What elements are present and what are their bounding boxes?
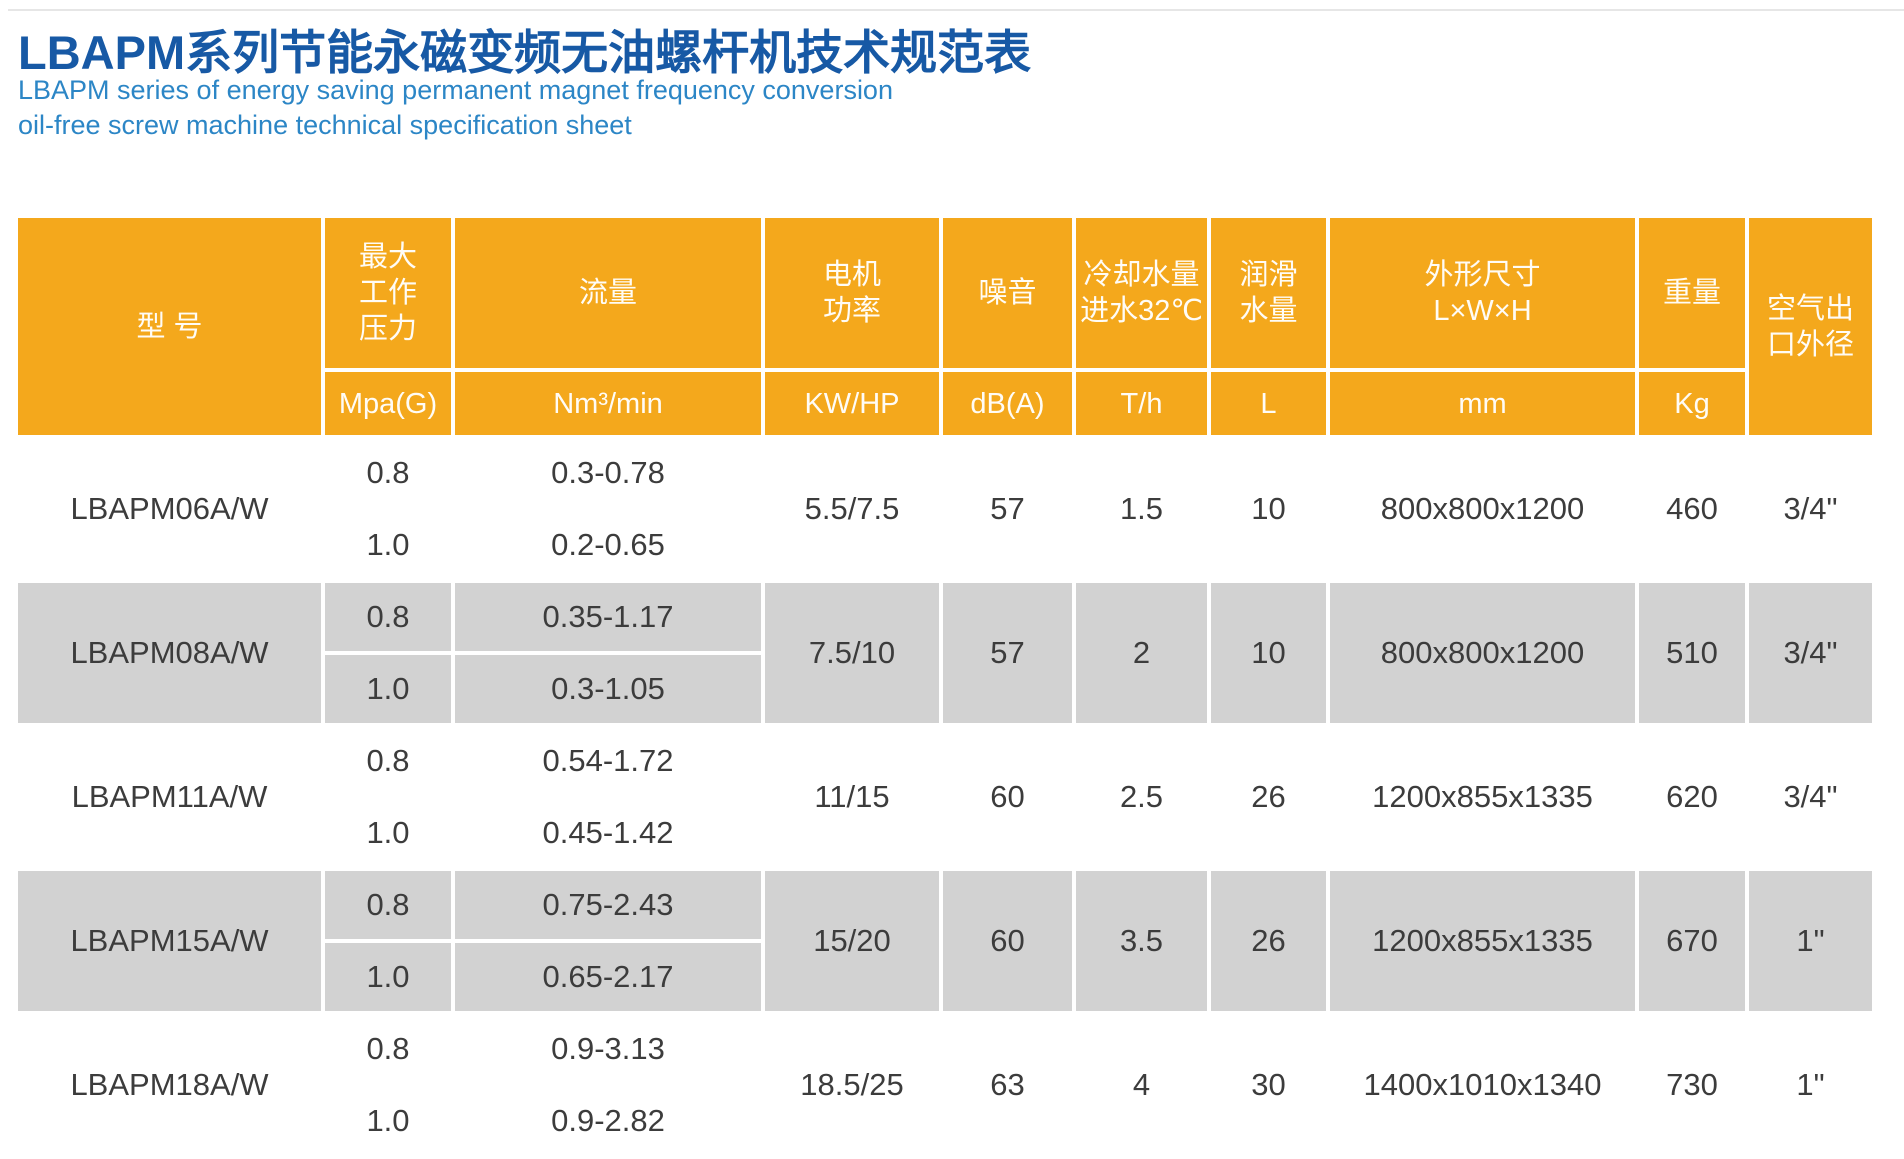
lube-value: 26 — [1211, 727, 1326, 867]
pressure-value: 1.0 — [325, 655, 451, 723]
power-value: 5.5/7.5 — [765, 439, 939, 579]
header-flow: 流量 — [455, 218, 761, 368]
page-subtitle-line1: LBAPM series of energy saving permanent … — [18, 75, 893, 105]
header-air-outlet: 空气出 口外径 — [1749, 218, 1872, 435]
unit-pressure: Mpa(G) — [325, 372, 451, 435]
table-row: 1.0 0.9-2.82 — [18, 1087, 1872, 1155]
header-cooling-water: 冷却水量 进水32℃ — [1076, 218, 1207, 368]
unit-dims: mm — [1330, 372, 1635, 435]
header-row-labels: 型 号 最大 工作 压力 流量 电机 功率 噪音 冷却水量 进水32℃ 润滑 水… — [18, 218, 1872, 435]
dims-value: 1400x1010x1340 — [1330, 1015, 1635, 1155]
table-row: LBAPM11A/W 0.8 0.54-1.72 11/15 60 2.5 26… — [18, 727, 1872, 867]
flow-value: 0.3-1.05 — [455, 655, 761, 723]
flow-value: 0.3-0.78 — [455, 439, 761, 507]
model-cell: LBAPM08A/W — [18, 583, 321, 723]
outlet-value: 1" — [1749, 1015, 1872, 1155]
noise-value: 57 — [943, 439, 1072, 579]
weight-value: 670 — [1639, 871, 1745, 1011]
table-row: LBAPM18A/W 0.8 0.9-3.13 18.5/25 63 4 30 … — [18, 1015, 1872, 1155]
header-model: 型 号 — [18, 218, 321, 435]
table-row: 1.0 0.45-1.42 — [18, 799, 1872, 867]
unit-flow: Nm³/min — [455, 372, 761, 435]
page-subtitle: LBAPM series of energy saving permanent … — [18, 73, 893, 143]
flow-value: 0.35-1.17 — [455, 583, 761, 651]
pressure-value: 0.8 — [325, 583, 451, 651]
table-row: LBAPM08A/W 0.8 0.35-1.17 7.5/10 57 2 10 … — [18, 583, 1872, 723]
flow-value: 0.54-1.72 — [455, 727, 761, 795]
weight-value: 510 — [1639, 583, 1745, 723]
table-row: 1.0 0.2-0.65 — [18, 511, 1872, 579]
dims-value: 800x800x1200 — [1330, 439, 1635, 579]
power-value: 11/15 — [765, 727, 939, 867]
flow-value: 0.45-1.42 — [455, 799, 761, 867]
flow-value: 0.65-2.17 — [455, 943, 761, 1011]
cooling-value: 2 — [1076, 583, 1207, 723]
lube-value: 30 — [1211, 1015, 1326, 1155]
page-title: LBAPM系列节能永磁变频无油螺杆机技术规范表 — [18, 26, 1032, 79]
power-value: 7.5/10 — [765, 583, 939, 723]
header-motor-power: 电机 功率 — [765, 218, 939, 368]
unit-cooling: T/h — [1076, 372, 1207, 435]
pressure-value: 0.8 — [325, 1015, 451, 1083]
cooling-value: 3.5 — [1076, 871, 1207, 1011]
power-value: 15/20 — [765, 871, 939, 1011]
outlet-value: 3/4" — [1749, 439, 1872, 579]
unit-lube: L — [1211, 372, 1326, 435]
outlet-value: 3/4" — [1749, 727, 1872, 867]
power-value: 18.5/25 — [765, 1015, 939, 1155]
lube-value: 10 — [1211, 439, 1326, 579]
table-row: LBAPM06A/W 0.8 0.3-0.78 5.5/7.5 57 1.5 1… — [18, 439, 1872, 579]
pressure-value: 0.8 — [325, 727, 451, 795]
cooling-value: 4 — [1076, 1015, 1207, 1155]
unit-power: KW/HP — [765, 372, 939, 435]
pressure-value: 1.0 — [325, 799, 451, 867]
dims-value: 1200x855x1335 — [1330, 871, 1635, 1011]
dims-value: 800x800x1200 — [1330, 583, 1635, 723]
table-row: 1.0 0.65-2.17 — [18, 943, 1872, 1011]
pressure-value: 1.0 — [325, 1087, 451, 1155]
noise-value: 63 — [943, 1015, 1072, 1155]
page-subtitle-line2: oil-free screw machine technical specifi… — [18, 110, 632, 140]
cooling-value: 2.5 — [1076, 727, 1207, 867]
unit-noise: dB(A) — [943, 372, 1072, 435]
dims-value: 1200x855x1335 — [1330, 727, 1635, 867]
pressure-value: 0.8 — [325, 871, 451, 939]
header-dimensions: 外形尺寸 L×W×H — [1330, 218, 1635, 368]
pressure-value: 1.0 — [325, 943, 451, 1011]
noise-value: 60 — [943, 871, 1072, 1011]
header-noise: 噪音 — [943, 218, 1072, 368]
noise-value: 60 — [943, 727, 1072, 867]
model-cell: LBAPM11A/W — [18, 727, 321, 867]
lube-value: 26 — [1211, 871, 1326, 1011]
weight-value: 620 — [1639, 727, 1745, 867]
unit-weight: Kg — [1639, 372, 1745, 435]
flow-value: 0.75-2.43 — [455, 871, 761, 939]
table-row: 1.0 0.3-1.05 — [18, 655, 1872, 723]
table-row: LBAPM15A/W 0.8 0.75-2.43 15/20 60 3.5 26… — [18, 871, 1872, 1011]
header-max-pressure: 最大 工作 压力 — [325, 218, 451, 368]
lube-value: 10 — [1211, 583, 1326, 723]
outlet-value: 3/4" — [1749, 583, 1872, 723]
spec-table: 型 号 最大 工作 压力 流量 电机 功率 噪音 冷却水量 进水32℃ 润滑 水… — [14, 214, 1876, 1159]
header-lube-water: 润滑 水量 — [1211, 218, 1326, 368]
header-row-units: Mpa(G) Nm³/min KW/HP dB(A) T/h L mm Kg — [18, 372, 1872, 435]
noise-value: 57 — [943, 583, 1072, 723]
flow-value: 0.9-2.82 — [455, 1087, 761, 1155]
model-cell: LBAPM06A/W — [18, 439, 321, 579]
pressure-value: 1.0 — [325, 511, 451, 579]
weight-value: 460 — [1639, 439, 1745, 579]
flow-value: 0.9-3.13 — [455, 1015, 761, 1083]
model-cell: LBAPM18A/W — [18, 1015, 321, 1155]
page-top-divider — [8, 9, 1904, 11]
flow-value: 0.2-0.65 — [455, 511, 761, 579]
pressure-value: 0.8 — [325, 439, 451, 507]
header-weight: 重量 — [1639, 218, 1745, 368]
weight-value: 730 — [1639, 1015, 1745, 1155]
outlet-value: 1" — [1749, 871, 1872, 1011]
model-cell: LBAPM15A/W — [18, 871, 321, 1011]
cooling-value: 1.5 — [1076, 439, 1207, 579]
